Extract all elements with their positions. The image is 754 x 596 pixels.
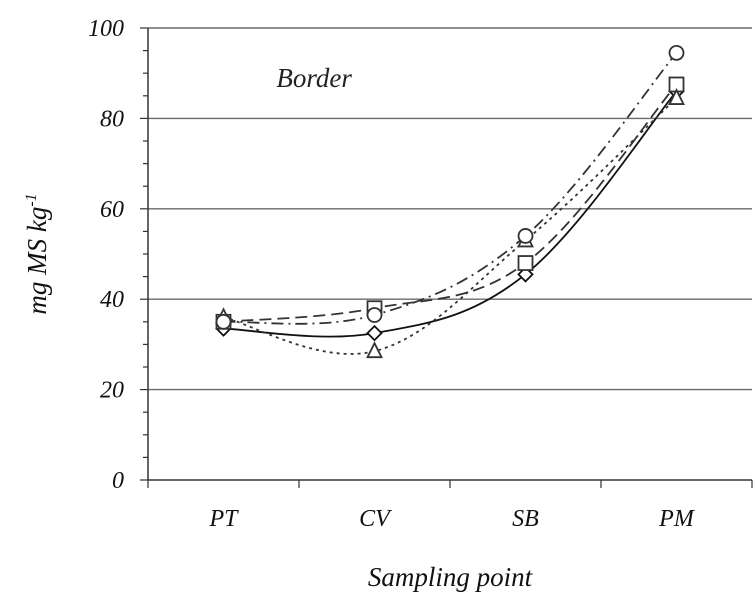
x-tick-label: SB	[512, 506, 539, 532]
x-tick-label: CV	[359, 506, 392, 532]
circle-marker	[366, 307, 383, 323]
y-axis-title-superscript: -1	[23, 193, 40, 206]
labels: 0 20 40 60 80 100 PT CV SB PM Sampling point mg MS …	[22, 16, 696, 592]
triangle-marker	[668, 88, 685, 105]
circle-marker	[668, 44, 685, 61]
y-axis-title-main: mg MS kg	[22, 207, 52, 315]
series-1	[215, 83, 685, 342]
circle-marker	[517, 228, 534, 244]
series-line-dashed	[223, 83, 678, 323]
series	[215, 44, 685, 359]
y-axis-title-group: mg MS kg-1	[22, 193, 52, 314]
triangle-marker	[366, 341, 383, 359]
y-axis-title: mg MS kg-1	[22, 193, 52, 314]
series-4	[215, 44, 685, 330]
axes	[140, 27, 753, 488]
circle-marker	[215, 313, 232, 330]
y-tick-label: 80	[100, 106, 124, 132]
x-axis-title: Sampling point	[368, 562, 534, 592]
diamond-marker	[366, 324, 383, 342]
series-line-solid	[223, 90, 678, 338]
series-line-dotted	[223, 97, 678, 355]
grid	[148, 27, 752, 391]
y-tick-label: 60	[100, 197, 124, 223]
annotation-border: Border	[276, 63, 352, 93]
series-2	[215, 76, 685, 330]
x-tick-label: PM	[658, 506, 696, 532]
series-line-dash-dot	[223, 52, 678, 325]
y-tick-label: 0	[112, 468, 124, 494]
y-tick-label: 40	[100, 287, 124, 313]
y-tick-label: 100	[88, 16, 124, 42]
y-tick-label: 20	[100, 378, 124, 404]
x-tick-label: PT	[208, 506, 239, 532]
square-marker	[517, 255, 534, 271]
